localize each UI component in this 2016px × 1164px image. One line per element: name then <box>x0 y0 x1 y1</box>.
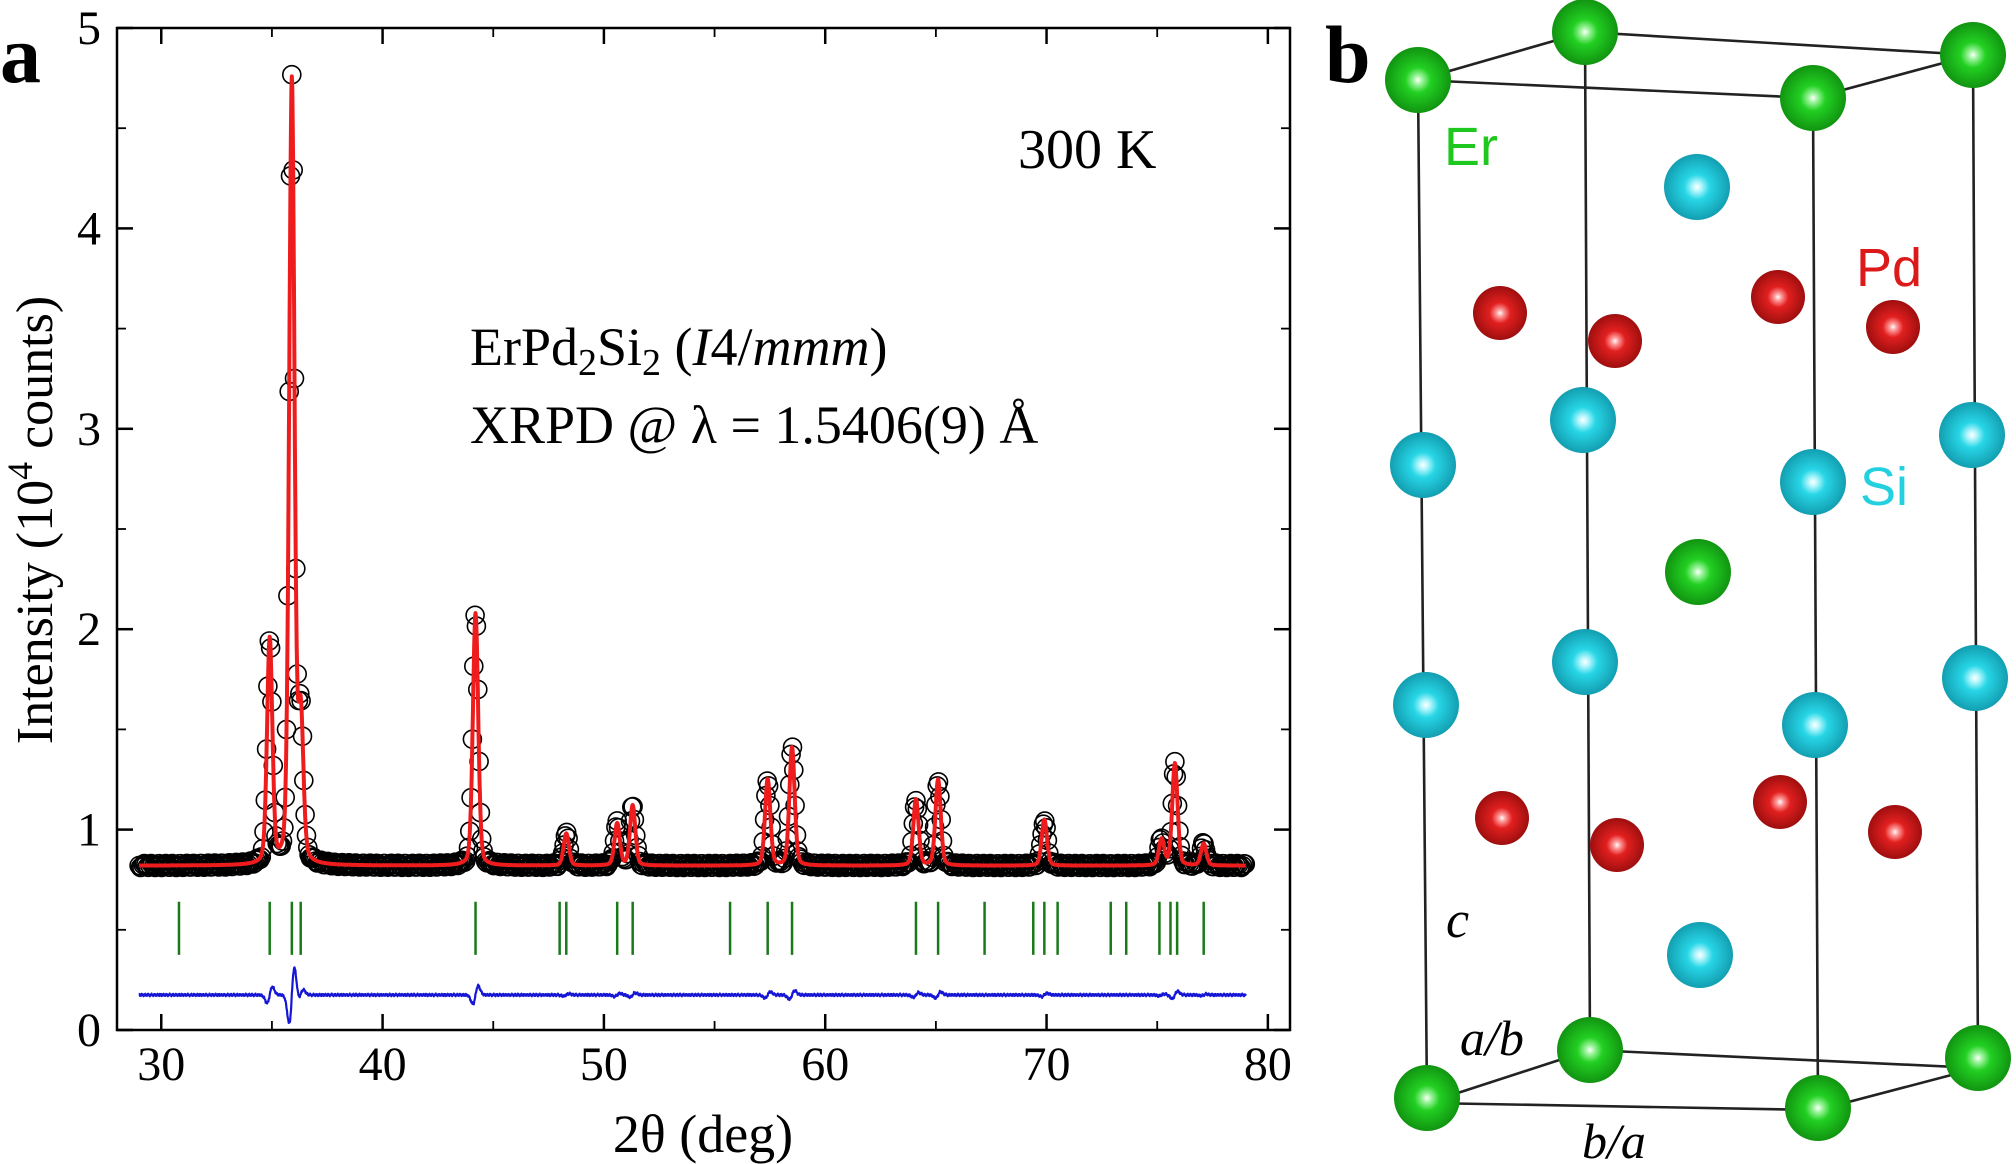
temperature-label: 300 K <box>1018 119 1156 181</box>
si-label: Si <box>1860 457 1908 517</box>
pd-atom <box>1753 775 1807 829</box>
cell-edge-bottom-back <box>1589 1048 1979 1070</box>
cell-edge-vertical-back-right <box>1971 54 1980 1069</box>
pd-label: Pd <box>1856 238 1922 298</box>
panel-a-letter: a <box>0 9 41 100</box>
er-atom <box>1940 22 2006 88</box>
er-atom <box>1385 47 1451 113</box>
compound-sub-pd: 2 <box>578 342 597 384</box>
y-axis-label: Intensity (104 counts) <box>0 296 64 744</box>
si-atom <box>1393 672 1459 738</box>
space-group-open: ( <box>661 317 692 377</box>
plot-content <box>129 64 1256 1024</box>
axis-ticks <box>117 26 1290 1032</box>
calculated-line <box>137 74 1248 868</box>
pd-atom <box>1866 300 1920 354</box>
space-group-close: ) <box>870 317 888 377</box>
cell-edge-vertical-back-left <box>1583 31 1592 1051</box>
axis-c-label: c <box>1446 892 1469 949</box>
cell-edge-top-back <box>1584 30 1974 57</box>
si-atom <box>1939 402 2005 468</box>
er-atom <box>1665 539 1731 605</box>
er-atom <box>1552 0 1618 65</box>
observed-point <box>250 849 270 870</box>
axis-ab-label: a/b <box>1460 1010 1524 1066</box>
pd-atom <box>1588 314 1642 368</box>
y-tick-label: 3 <box>77 403 101 456</box>
y-tick-label: 2 <box>77 603 101 656</box>
x-tick-label: 40 <box>359 1038 407 1091</box>
pd-atom <box>1868 805 1922 859</box>
si-atom <box>1390 432 1456 498</box>
compound-er-pd: ErPd <box>470 317 578 377</box>
cell-edge-top-front <box>1417 78 1814 100</box>
pd-atom <box>1473 286 1527 340</box>
er-atom <box>1394 1065 1460 1131</box>
space-group-i: I <box>692 317 714 377</box>
y-tick-label: 0 <box>77 1004 101 1057</box>
cell-edge-bottom-front <box>1426 1101 1819 1112</box>
er-label: Er <box>1444 117 1498 177</box>
y-axis-label-sup: 4 <box>0 462 40 480</box>
atoms <box>1385 0 2011 1141</box>
pd-atom <box>1590 818 1644 872</box>
er-atom <box>1780 65 1846 131</box>
axis-ba-label: b/a <box>1582 1113 1646 1164</box>
si-atom <box>1667 922 1733 988</box>
compound-label: ErPd2Si2 (I4/mmm) <box>470 317 888 384</box>
x-tick-label: 80 <box>1244 1038 1292 1091</box>
cell-edge-vertical-front-right <box>1811 97 1820 1111</box>
y-axis-label-post: counts) <box>7 296 64 462</box>
panel-b-letter: b <box>1325 9 1371 100</box>
observed-series <box>129 64 1256 878</box>
y-tick-label: 5 <box>77 2 101 55</box>
bragg-markers <box>177 901 1205 955</box>
er-atom <box>1785 1075 1851 1141</box>
compound-sub-si: 2 <box>642 342 661 384</box>
er-atom <box>1945 1025 2011 1091</box>
er-atom <box>1557 1017 1623 1083</box>
panel-b-crystal-structure: b <box>1325 0 2011 1164</box>
y-tick-label: 1 <box>77 804 101 857</box>
x-tick-label: 70 <box>1023 1038 1071 1091</box>
si-atom <box>1942 645 2008 711</box>
compound-si: Si <box>597 317 642 377</box>
space-group-mmm: mmm <box>753 317 870 377</box>
x-tick-label: 60 <box>801 1038 849 1091</box>
observed-point <box>613 848 634 869</box>
si-atom <box>1664 154 1730 220</box>
y-axis-label-pre: Intensity (10 <box>7 480 64 744</box>
si-atom <box>1550 387 1616 453</box>
y-tick-label: 4 <box>77 202 101 255</box>
x-tick-label: 50 <box>580 1038 628 1091</box>
space-group-4: 4/ <box>711 317 753 377</box>
difference-line <box>138 966 1247 1024</box>
cell-edge-vertical-front-left <box>1416 79 1429 1104</box>
pd-atom <box>1751 270 1805 324</box>
si-atom <box>1782 692 1848 758</box>
pd-atom <box>1475 791 1529 845</box>
tick-labels: 30 40 50 60 70 80 0 1 2 3 4 5 <box>77 2 1292 1091</box>
si-atom <box>1552 629 1618 695</box>
x-axis-label: 2θ (deg) <box>613 1104 793 1164</box>
si-atom <box>1780 449 1846 515</box>
x-tick-label: 30 <box>137 1038 185 1091</box>
xrpd-label: XRPD @ λ = 1.5406(9) Å <box>470 395 1038 455</box>
